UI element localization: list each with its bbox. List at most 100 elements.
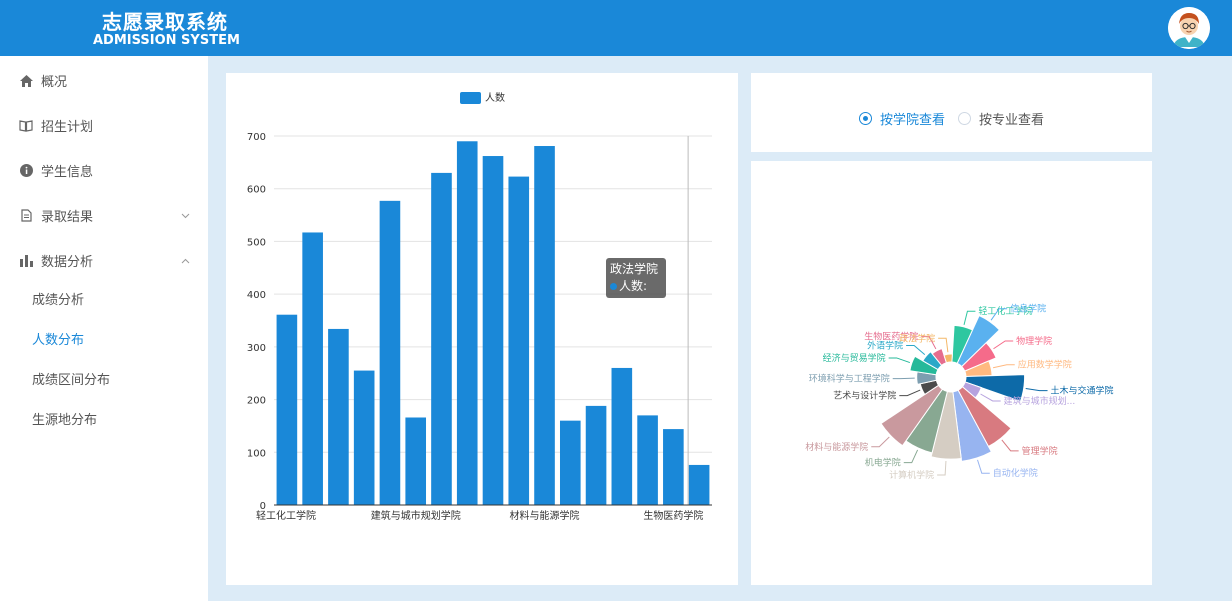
app-subtitle: ADMISSION SYSTEM <box>93 33 240 48</box>
bar[interactable] <box>637 415 658 505</box>
bar[interactable] <box>405 417 427 505</box>
info-icon <box>19 164 33 178</box>
sidebar-subitem-headcount-distribution[interactable]: 人数分布 <box>32 333 85 348</box>
x-tick-label: 建筑与城市规划学院 <box>371 509 461 522</box>
bar[interactable] <box>328 328 349 505</box>
rose-leader-line <box>1025 387 1048 392</box>
rose-label: 政法学院 <box>899 332 935 344</box>
rose-label: 环境科学与工程学院 <box>809 373 890 385</box>
rose-label: 信息学院 <box>1010 303 1046 315</box>
y-tick-label: 100 <box>247 448 266 459</box>
chart-legend[interactable]: 人数 <box>460 91 505 104</box>
y-tick-label: 0 <box>260 501 266 512</box>
rose-leader-line <box>888 357 911 364</box>
tooltip-value: 76 <box>610 296 626 310</box>
bar[interactable] <box>585 405 607 505</box>
rose-label: 艺术与设计学院 <box>833 390 896 402</box>
bar[interactable] <box>663 429 684 505</box>
rose-leader-line <box>1001 439 1019 452</box>
rose-leader-line <box>992 364 1015 369</box>
rose-label: 机电学院 <box>865 457 901 469</box>
x-tick-label: 轻工化工学院 <box>256 509 316 522</box>
sidebar-item-enrollment-plan[interactable]: 招生计划 <box>0 103 208 148</box>
rose-slices <box>880 314 1026 462</box>
sidebar-item-overview[interactable]: 概况 <box>0 58 208 103</box>
tooltip-row: 人数: 76 <box>610 279 648 310</box>
radio-label: 按专业查看 <box>979 113 1045 128</box>
bar[interactable] <box>534 146 555 505</box>
rose-label: 经济与贸易学院 <box>823 352 886 364</box>
bar-chart: 人数 0 100 200 300 400 500 600 700 轻工化工学院 建筑与城市规划学… <box>247 91 712 522</box>
user-avatar[interactable] <box>1168 7 1210 49</box>
bar[interactable] <box>482 156 504 505</box>
sidebar-subitem-origin-distribution[interactable]: 生源地分布 <box>32 413 98 428</box>
rose-leader-line <box>990 308 1008 321</box>
rose-leader-line <box>906 345 926 355</box>
bar[interactable] <box>379 200 401 505</box>
bar[interactable] <box>508 176 530 505</box>
bar[interactable] <box>302 232 323 505</box>
app-title: 志愿录取系统 <box>102 10 228 34</box>
rose-label: 轻工化工学院 <box>978 305 1032 317</box>
sidebar-item-data-analysis[interactable]: 数据分析 <box>0 238 208 283</box>
rose-leader-line <box>963 310 976 325</box>
y-tick-label: 400 <box>247 290 266 301</box>
bar[interactable] <box>611 367 633 505</box>
tooltip-dot <box>610 283 617 290</box>
view-toggle-panel: 按学院查看 按专业查看 <box>751 73 1152 152</box>
rose-leader-line <box>980 393 1001 402</box>
bar[interactable] <box>276 314 298 505</box>
y-tick-label: 700 <box>247 132 266 143</box>
sidebar-subitem-score-analysis[interactable]: 成绩分析 <box>32 293 85 308</box>
rose-label: 物理学院 <box>1016 335 1052 347</box>
rose-label: 应用数学学院 <box>1018 359 1072 371</box>
sidebar-item-admission-results[interactable]: 录取结果 <box>0 193 208 238</box>
y-tick-label: 500 <box>247 237 266 248</box>
rose-label: 计算机学院 <box>889 469 934 481</box>
rose-chart-panel: 轻工化工学院 信息学院物理学院应用数学学院土木与交通学院 建筑与城市规划... 管理学… <box>751 161 1152 585</box>
radio-by-college[interactable]: 按学院查看 <box>859 109 945 128</box>
sidebar-item-label: 学生信息 <box>41 165 94 180</box>
rose-leader-line <box>871 436 890 448</box>
sidebar-item-student-info[interactable]: 学生信息 <box>0 148 208 193</box>
x-axis: 轻工化工学院 建筑与城市规划学院 材料与能源学院 生物医药学院 <box>256 504 712 522</box>
rose-label: 建筑与城市规划... <box>1004 395 1076 407</box>
radio-dot <box>859 112 872 125</box>
radio-dot <box>958 112 971 125</box>
tooltip-title: 政法学院 <box>610 262 659 276</box>
bar[interactable] <box>688 464 710 505</box>
bar[interactable] <box>456 141 478 505</box>
rose-label: 土木与交通学院 <box>1051 385 1114 397</box>
y-tick-label: 600 <box>247 185 266 196</box>
rose-leader-line <box>921 336 937 350</box>
radio-by-major[interactable]: 按专业查看 <box>958 109 1044 128</box>
sidebar-item-label: 招生计划 <box>41 120 94 135</box>
avatar-icon <box>1168 7 1210 49</box>
rose-center-hole <box>936 362 966 392</box>
bar[interactable] <box>431 172 452 505</box>
rose-leader-line <box>993 340 1014 350</box>
home-icon <box>19 74 33 88</box>
y-tick-label: 200 <box>247 396 266 407</box>
book-icon <box>19 119 33 133</box>
chevron-up-icon <box>181 253 190 268</box>
rose-leader-line <box>977 459 990 474</box>
bar[interactable] <box>353 370 375 505</box>
legend-label: 人数 <box>485 91 505 104</box>
document-icon <box>19 209 33 223</box>
radio-label: 按学院查看 <box>880 113 946 128</box>
legend-swatch <box>460 92 481 104</box>
chevron-down-icon <box>181 208 190 223</box>
sidebar-item-label: 录取结果 <box>41 210 94 225</box>
bar-chart-icon <box>19 254 33 268</box>
rose-label: 管理学院 <box>1022 445 1058 457</box>
top-bar: 志愿录取系统 ADMISSION SYSTEM <box>0 0 1232 56</box>
bar[interactable] <box>559 420 581 505</box>
rose-label: 外语学院 <box>867 340 903 352</box>
rose-label: 材料与能源学院 <box>805 441 868 453</box>
rose-label: 生物医药学院 <box>864 331 918 343</box>
sidebar-subitem-score-range-distribution[interactable]: 成绩区间分布 <box>32 373 111 388</box>
bars <box>276 136 710 505</box>
